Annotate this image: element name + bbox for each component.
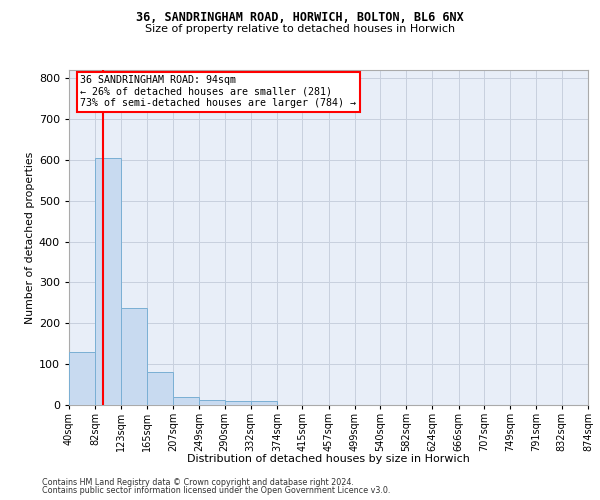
Bar bbox=[173, 397, 199, 405]
Text: 36 SANDRINGHAM ROAD: 94sqm
← 26% of detached houses are smaller (281)
73% of sem: 36 SANDRINGHAM ROAD: 94sqm ← 26% of deta… bbox=[80, 75, 356, 108]
Y-axis label: Number of detached properties: Number of detached properties bbox=[25, 152, 35, 324]
Bar bbox=[121, 308, 147, 405]
Bar bbox=[69, 352, 95, 405]
X-axis label: Distribution of detached houses by size in Horwich: Distribution of detached houses by size … bbox=[187, 454, 470, 464]
Text: Size of property relative to detached houses in Horwich: Size of property relative to detached ho… bbox=[145, 24, 455, 34]
Text: Contains HM Land Registry data © Crown copyright and database right 2024.: Contains HM Land Registry data © Crown c… bbox=[42, 478, 354, 487]
Bar bbox=[224, 402, 251, 405]
Bar bbox=[147, 372, 173, 405]
Bar bbox=[251, 402, 277, 405]
Text: Contains public sector information licensed under the Open Government Licence v3: Contains public sector information licen… bbox=[42, 486, 391, 495]
Bar bbox=[199, 400, 224, 405]
Text: 36, SANDRINGHAM ROAD, HORWICH, BOLTON, BL6 6NX: 36, SANDRINGHAM ROAD, HORWICH, BOLTON, B… bbox=[136, 11, 464, 24]
Bar bbox=[95, 158, 121, 405]
